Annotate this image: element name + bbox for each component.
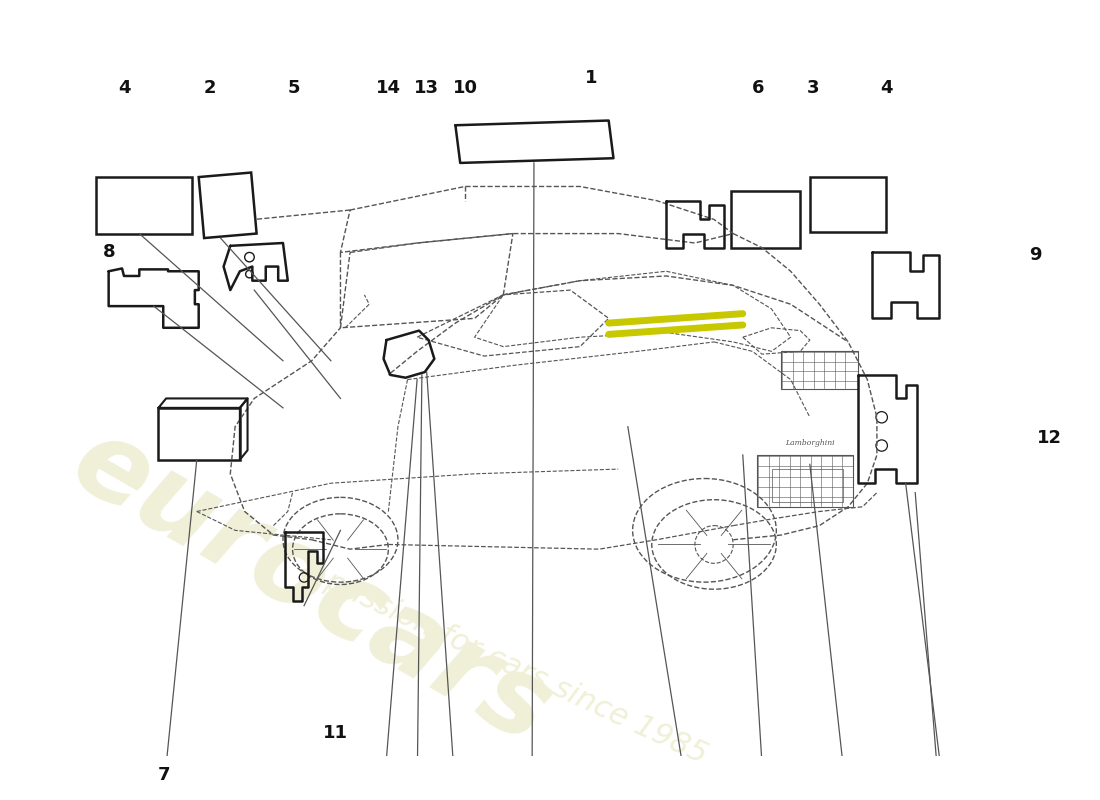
Text: 7: 7 xyxy=(158,766,170,784)
Text: a passion for cars since 1985: a passion for cars since 1985 xyxy=(295,554,712,770)
Bar xyxy=(771,469,844,502)
Bar xyxy=(199,173,256,238)
Text: 2: 2 xyxy=(204,78,217,97)
Bar xyxy=(732,191,801,248)
Text: 14: 14 xyxy=(376,78,400,97)
Bar xyxy=(810,177,887,232)
Text: 8: 8 xyxy=(103,243,116,262)
Text: 10: 10 xyxy=(452,78,477,97)
Text: Lamborghini: Lamborghini xyxy=(785,438,835,446)
Text: 6: 6 xyxy=(752,78,764,97)
Text: eurocars: eurocars xyxy=(54,407,570,766)
Text: 4: 4 xyxy=(119,78,131,97)
Text: 1: 1 xyxy=(585,69,597,87)
Text: 11: 11 xyxy=(323,724,349,742)
Text: 5: 5 xyxy=(287,78,300,97)
Text: 12: 12 xyxy=(1037,429,1062,447)
Bar xyxy=(158,408,240,460)
Text: 4: 4 xyxy=(880,78,893,97)
Text: 9: 9 xyxy=(1028,246,1042,264)
Bar xyxy=(757,455,852,506)
Bar xyxy=(96,177,192,234)
Text: 13: 13 xyxy=(415,78,439,97)
Bar xyxy=(781,351,858,389)
Text: 3: 3 xyxy=(806,78,820,97)
